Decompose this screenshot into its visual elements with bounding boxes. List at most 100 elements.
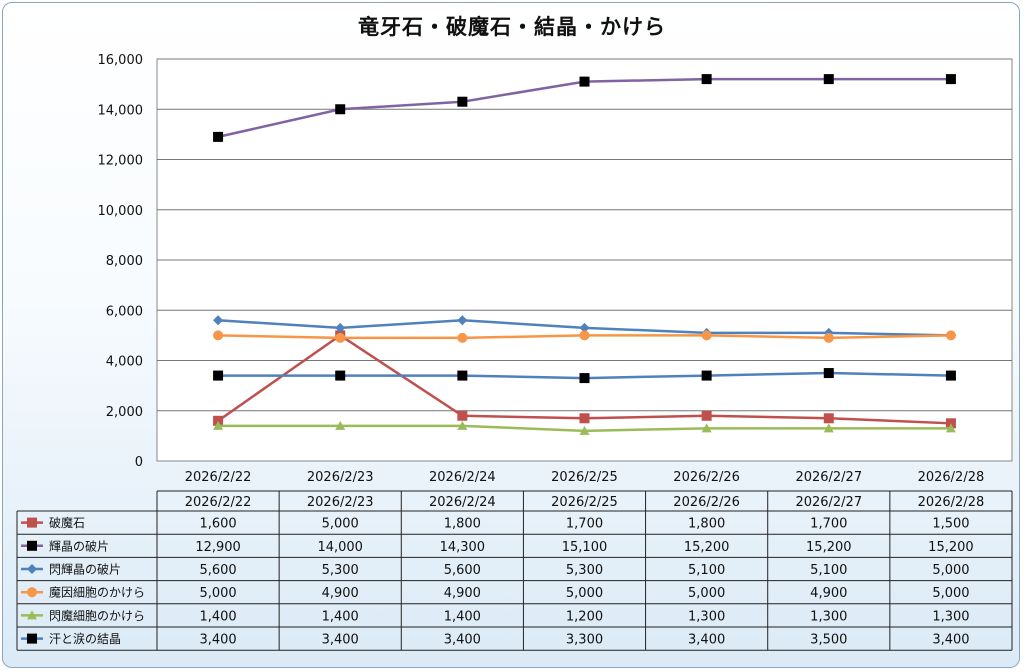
data-point — [27, 633, 37, 644]
data-point — [457, 410, 468, 421]
series-name: 魔因細胞のかけら — [49, 585, 145, 600]
table-cell: 3,300 — [566, 633, 603, 648]
data-point — [27, 540, 37, 551]
y-tick-label: 14,000 — [98, 103, 144, 118]
data-point — [579, 373, 590, 384]
table-cell: 5,000 — [199, 586, 236, 601]
x-tick-label: 2026/2/25 — [551, 470, 618, 485]
table-cell: 5,000 — [932, 563, 969, 578]
table-cell: 3,500 — [810, 633, 847, 648]
data-point — [579, 330, 590, 341]
data-point — [27, 587, 37, 598]
data-table: 2026/2/22 2026/2/23 2026/2/24 2026/2/25 2026… — [16, 490, 1013, 651]
table-cell: 1,300 — [932, 609, 969, 624]
y-axis-ticks: 0 2,000 4,000 6,000 8,000 10,000 12,000 14,000 1… — [98, 53, 144, 470]
table-header-cell: 2026/2/27 — [795, 495, 862, 510]
data-point — [945, 418, 956, 429]
table-cell: 1,500 — [932, 517, 969, 532]
data-point — [457, 96, 468, 107]
table-cell: 15,200 — [684, 540, 730, 555]
chart-title: 竜牙石・破魔石・結晶・かけら — [358, 15, 666, 39]
table-cell: 5,600 — [199, 563, 236, 578]
x-tick-label: 2026/2/22 — [185, 470, 252, 485]
x-tick-label: 2026/2/23 — [307, 470, 374, 485]
table-header-cell: 2026/2/28 — [918, 495, 985, 510]
data-point — [335, 370, 346, 381]
table-cell: 5,000 — [322, 517, 359, 532]
data-point — [579, 413, 590, 424]
y-tick-label: 10,000 — [98, 204, 144, 219]
data-point — [823, 413, 834, 424]
table-cell: 1,700 — [810, 517, 847, 532]
data-point — [213, 131, 224, 142]
x-tick-label: 2026/2/26 — [673, 470, 740, 485]
table-cell: 1,400 — [199, 609, 236, 624]
data-point — [335, 104, 346, 115]
table-cell: 1,600 — [199, 517, 236, 532]
data-point — [457, 420, 468, 430]
table-cell: 3,400 — [932, 633, 969, 648]
table-cell: 1,800 — [444, 517, 481, 532]
x-tick-label: 2026/2/28 — [918, 470, 985, 485]
table-cell: 5,100 — [688, 563, 725, 578]
table-cell: 3,400 — [688, 633, 725, 648]
table-cell: 5,000 — [932, 586, 969, 601]
data-point — [945, 330, 956, 341]
series-lines — [213, 74, 956, 435]
gridlines — [157, 58, 1012, 412]
table-cell: 5,600 — [444, 563, 481, 578]
table-cell: 12,900 — [195, 540, 241, 555]
data-point — [823, 368, 834, 379]
data-point — [823, 332, 834, 343]
data-point — [701, 74, 712, 85]
x-tick-label: 2026/2/27 — [795, 470, 862, 485]
table-cell: 4,900 — [810, 586, 847, 601]
data-point — [579, 425, 590, 435]
table-cell: 5,000 — [566, 586, 603, 601]
table-header-cell: 2026/2/26 — [673, 495, 740, 510]
table-cell: 3,400 — [199, 633, 236, 648]
data-point — [457, 315, 468, 326]
table-cell: 1,700 — [566, 517, 603, 532]
series-name: 破魔石 — [49, 515, 85, 530]
data-point — [213, 420, 224, 430]
table-cell: 3,400 — [444, 633, 481, 648]
x-axis-ticks: 2026/2/22 2026/2/23 2026/2/24 2026/2/25 2026… — [185, 470, 985, 485]
table-header-cell: 2026/2/23 — [307, 495, 374, 510]
data-point — [701, 410, 712, 421]
table-cell: 1,800 — [688, 517, 725, 532]
data-point — [457, 332, 468, 343]
data-point — [213, 315, 224, 326]
table-cell: 1,200 — [566, 609, 603, 624]
table-cell: 1,400 — [322, 609, 359, 624]
table-header-cell: 2026/2/22 — [185, 495, 252, 510]
table-cell: 5,100 — [810, 563, 847, 578]
series-name: 輝晶の破片 — [49, 538, 109, 553]
y-tick-label: 12,000 — [98, 154, 144, 169]
data-point — [579, 322, 590, 333]
table-cell: 15,200 — [806, 540, 852, 555]
table-cell: 5,300 — [566, 563, 603, 578]
data-point — [945, 370, 956, 381]
data-point — [213, 415, 224, 426]
y-tick-label: 2,000 — [106, 405, 143, 420]
table-cell: 1,300 — [810, 609, 847, 624]
table-cell: 5,000 — [688, 586, 725, 601]
table-cell: 3,400 — [322, 633, 359, 648]
data-point — [27, 517, 37, 528]
series-name: 汗と涙の結晶 — [49, 631, 121, 646]
table-header-cell: 2026/2/25 — [551, 495, 618, 510]
table-header-cell: 2026/2/24 — [429, 495, 496, 510]
data-point — [335, 332, 346, 343]
y-tick-label: 8,000 — [106, 254, 143, 269]
x-tick-label: 2026/2/24 — [429, 470, 496, 485]
table-cell: 15,200 — [928, 540, 974, 555]
y-tick-label: 0 — [135, 455, 143, 470]
y-tick-label: 16,000 — [98, 53, 144, 68]
data-point — [335, 420, 346, 430]
y-tick-label: 4,000 — [106, 355, 143, 370]
series-name: 閃魔細胞のかけら — [49, 608, 145, 623]
data-point — [945, 74, 956, 85]
table-cell: 15,100 — [562, 540, 608, 555]
